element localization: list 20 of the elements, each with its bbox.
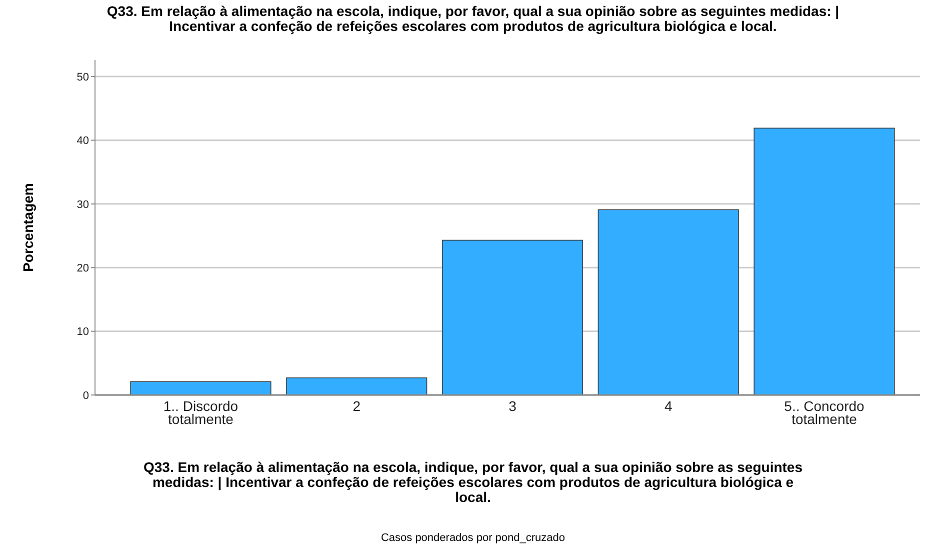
bar	[442, 240, 584, 396]
bar	[286, 377, 428, 396]
y-tick-label: 0	[82, 390, 89, 402]
bar	[754, 128, 895, 396]
x-tick-label: 5.. Concordo totalmente	[784, 398, 865, 427]
y-tick-label: 30	[76, 198, 89, 211]
x-tick-label: 1.. Discordo totalmente	[163, 398, 238, 427]
y-axis-title: Porcentagem	[20, 183, 36, 272]
x-tick-label: 3	[508, 398, 517, 414]
chart-title: Q33. Em relação à alimentação na escola, indique, por favor, qual a sua opinião sobre as seguintes medidas: | Incentivar a confeção de refeições escolares com produtos de agricultura biológica e local.	[106, 3, 840, 34]
y-tick-label: 50	[76, 71, 89, 84]
y-tick-label: 40	[76, 135, 89, 148]
text: Casos ponderados por pond_cruzado	[380, 532, 566, 544]
x-tick-label: 4	[664, 398, 672, 414]
bar	[598, 209, 739, 396]
y-tick-label: 20	[76, 262, 89, 274]
bar	[130, 381, 272, 396]
x-tick-label: 2	[352, 398, 361, 414]
y-tick-label: 10	[76, 326, 89, 338]
x-axis-title: Q33. Em relação à alimentação na escola, indique, por favor, qual a sua opinião sobre as seguintes medidas: | Incentivar a confeção de refeições escolares com produtos de agricultura biológica e local.	[143, 459, 803, 505]
